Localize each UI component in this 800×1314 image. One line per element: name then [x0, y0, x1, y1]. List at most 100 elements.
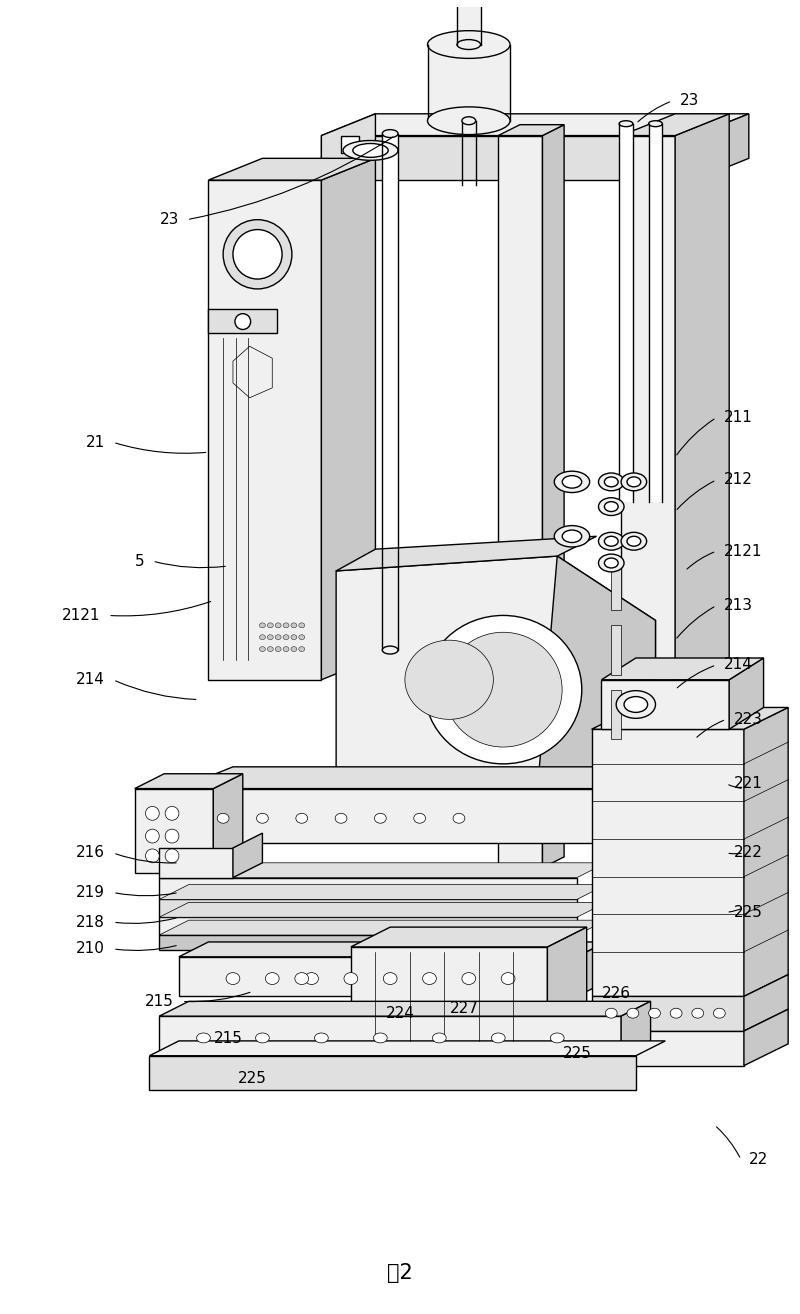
Ellipse shape	[266, 972, 279, 984]
Polygon shape	[336, 556, 655, 788]
Polygon shape	[150, 1055, 636, 1091]
Ellipse shape	[259, 635, 266, 640]
Polygon shape	[322, 158, 375, 679]
Polygon shape	[611, 625, 621, 675]
Polygon shape	[159, 884, 606, 899]
Polygon shape	[577, 942, 606, 996]
Polygon shape	[538, 556, 655, 788]
Polygon shape	[179, 942, 606, 957]
Polygon shape	[208, 180, 322, 679]
Ellipse shape	[259, 646, 266, 652]
Ellipse shape	[692, 1008, 704, 1018]
Ellipse shape	[146, 849, 159, 863]
Ellipse shape	[502, 972, 515, 984]
Ellipse shape	[414, 813, 426, 824]
Text: 223: 223	[734, 712, 763, 727]
Text: 213: 213	[724, 598, 754, 614]
Ellipse shape	[444, 632, 562, 748]
Ellipse shape	[267, 635, 274, 640]
Polygon shape	[214, 774, 242, 872]
Ellipse shape	[275, 635, 281, 640]
Polygon shape	[159, 1016, 621, 1055]
Text: 23: 23	[680, 93, 699, 109]
Polygon shape	[159, 1001, 650, 1016]
Polygon shape	[208, 309, 277, 334]
Ellipse shape	[604, 536, 618, 547]
Polygon shape	[179, 767, 670, 788]
Ellipse shape	[291, 635, 297, 640]
Ellipse shape	[197, 1033, 210, 1043]
Ellipse shape	[598, 473, 624, 490]
Ellipse shape	[427, 106, 510, 134]
Ellipse shape	[604, 502, 618, 511]
Text: 216: 216	[76, 845, 106, 861]
Text: 226: 226	[602, 987, 630, 1001]
Ellipse shape	[714, 1008, 726, 1018]
Polygon shape	[159, 863, 606, 878]
Text: 225: 225	[238, 1071, 267, 1085]
Ellipse shape	[335, 813, 347, 824]
Polygon shape	[592, 729, 744, 996]
Ellipse shape	[616, 691, 655, 719]
Ellipse shape	[624, 696, 648, 712]
Polygon shape	[159, 878, 577, 899]
Ellipse shape	[598, 532, 624, 551]
Polygon shape	[498, 135, 542, 867]
Polygon shape	[592, 1031, 744, 1066]
Polygon shape	[233, 833, 262, 878]
Text: 210: 210	[76, 941, 106, 957]
Ellipse shape	[457, 39, 481, 50]
Polygon shape	[134, 788, 214, 872]
Ellipse shape	[383, 972, 397, 984]
Polygon shape	[602, 658, 763, 679]
Polygon shape	[675, 114, 729, 878]
Polygon shape	[611, 690, 621, 738]
Ellipse shape	[291, 646, 297, 652]
Ellipse shape	[374, 1033, 387, 1043]
Polygon shape	[351, 928, 586, 947]
Polygon shape	[159, 920, 606, 936]
Ellipse shape	[374, 813, 386, 824]
Ellipse shape	[314, 1033, 328, 1043]
Polygon shape	[602, 679, 729, 729]
Polygon shape	[729, 658, 763, 729]
Ellipse shape	[283, 646, 289, 652]
Ellipse shape	[670, 1008, 682, 1018]
Polygon shape	[542, 125, 564, 867]
Ellipse shape	[235, 314, 250, 330]
Ellipse shape	[259, 623, 266, 628]
Ellipse shape	[298, 623, 305, 628]
Ellipse shape	[353, 143, 388, 158]
Ellipse shape	[649, 121, 662, 126]
Ellipse shape	[146, 807, 159, 820]
Ellipse shape	[218, 813, 229, 824]
Polygon shape	[592, 996, 744, 1031]
Ellipse shape	[267, 646, 274, 652]
Ellipse shape	[343, 141, 398, 160]
Text: 214: 214	[724, 657, 753, 673]
Ellipse shape	[291, 623, 297, 628]
Polygon shape	[427, 45, 510, 121]
Ellipse shape	[598, 498, 624, 515]
Ellipse shape	[298, 646, 305, 652]
Ellipse shape	[562, 476, 582, 487]
Polygon shape	[619, 124, 633, 502]
Polygon shape	[179, 788, 616, 844]
Polygon shape	[498, 125, 564, 135]
Ellipse shape	[275, 623, 281, 628]
Text: 227: 227	[450, 1001, 478, 1016]
Ellipse shape	[621, 532, 646, 551]
Ellipse shape	[165, 807, 179, 820]
Text: 225: 225	[562, 1046, 591, 1060]
Polygon shape	[159, 899, 577, 917]
Ellipse shape	[462, 972, 476, 984]
Ellipse shape	[146, 829, 159, 844]
Polygon shape	[592, 707, 788, 729]
Text: 211: 211	[724, 410, 753, 424]
Polygon shape	[611, 561, 621, 611]
Ellipse shape	[554, 526, 590, 547]
Polygon shape	[322, 114, 375, 180]
Text: 218: 218	[76, 915, 106, 930]
Polygon shape	[150, 1041, 666, 1055]
Ellipse shape	[165, 829, 179, 844]
